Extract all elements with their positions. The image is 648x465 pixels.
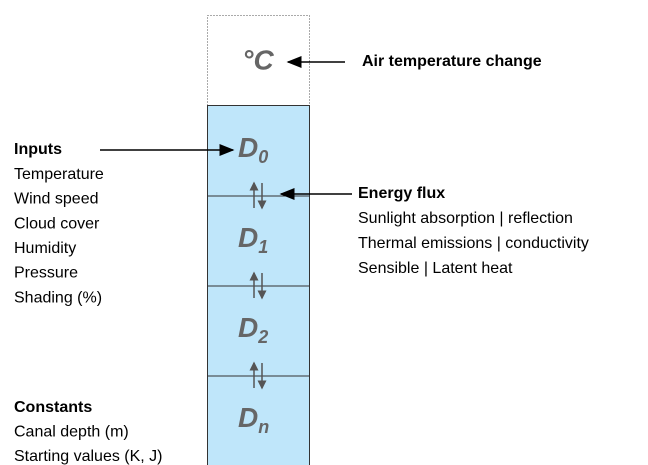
energy_flux-title: Energy flux: [358, 185, 445, 202]
layer-sub: 1: [258, 237, 268, 257]
constants-title: Constants: [14, 399, 92, 416]
layer-label: D1: [238, 222, 268, 256]
inputs-title: Inputs: [14, 141, 62, 158]
layer-sub: 2: [257, 327, 268, 347]
inputs-item: Humidity: [14, 240, 76, 257]
layer-sub: n: [258, 417, 269, 437]
inputs-item: Temperature: [14, 166, 104, 183]
energy_flux-item: Sensible | Latent heat: [358, 260, 513, 277]
inputs-item: Cloud cover: [14, 215, 100, 232]
constants-item: Starting values (K, J): [14, 448, 163, 465]
layer-letter: D: [238, 222, 258, 253]
unit: °C: [242, 44, 274, 75]
flux-arrows: [249, 181, 267, 390]
layer-letter: D: [238, 312, 258, 343]
layer-letter: D: [238, 132, 258, 163]
inputs-item: Pressure: [14, 265, 78, 282]
inputs-item: Shading (%): [14, 289, 102, 306]
inputs-item: Wind speed: [14, 191, 99, 208]
energy_flux-item: Thermal emissions | conductivity: [358, 235, 589, 252]
layer-label: D2: [238, 312, 268, 346]
constants-item: Canal depth (m): [14, 424, 129, 441]
water-column: [207, 105, 310, 465]
energy_flux-item: Sunlight absorption | reflection: [358, 210, 573, 227]
air-label: Air temperature change: [362, 53, 542, 70]
layer-label: Dn: [238, 402, 269, 436]
layer-label: D0: [238, 132, 268, 166]
layer-sub: 0: [258, 147, 268, 167]
layer-letter: D: [238, 402, 258, 433]
